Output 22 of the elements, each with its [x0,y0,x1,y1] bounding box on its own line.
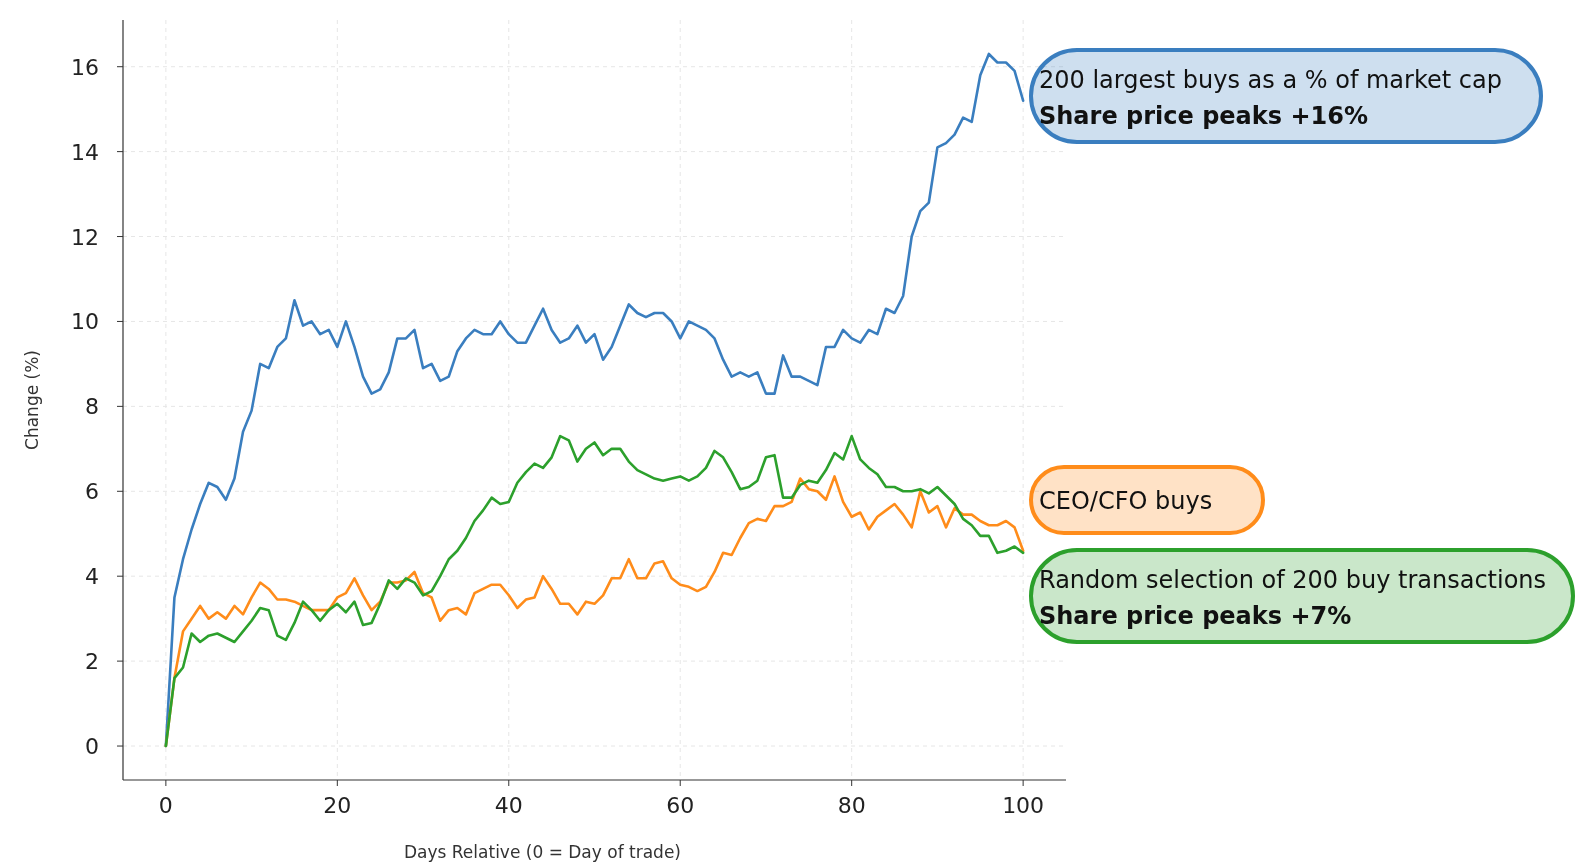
series-label: 200 largest buys as a % of market cap [1039,66,1502,94]
annotation: Share price peaks +7% [1039,602,1352,630]
x-tick-label: 100 [1002,793,1045,818]
x-axis-title: Days Relative (0 = Day of trade) [403,842,682,862]
x-tick-label: 40 [494,793,523,818]
x-tick-label: 20 [323,793,352,818]
y-axis-title: Change (%) [22,350,42,450]
x-tick-label: 0 [158,793,173,818]
annotation: Share price peaks +16% [1039,102,1368,130]
x-tick-label: 80 [837,793,866,818]
y-tick-label: 10 [71,309,99,335]
y-tick-label: 2 [85,649,99,675]
y-tick-label: 4 [85,564,99,590]
x-tick-label: 60 [666,793,695,818]
y-tick-label: 16 [71,54,99,80]
y-tick-label: 8 [85,394,99,420]
series-label: Random selection of 200 buy transactions [1039,566,1547,594]
series-label: CEO/CFO buys [1039,487,1213,515]
y-tick-label: 6 [85,479,99,505]
y-tick-label: 14 [71,139,99,165]
y-tick-label: 12 [71,224,99,250]
y-tick-label: 0 [85,734,99,760]
